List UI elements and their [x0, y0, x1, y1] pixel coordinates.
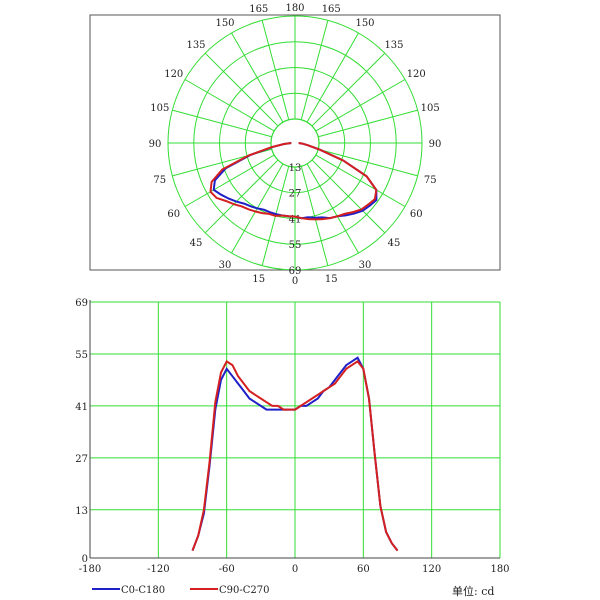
polar-spoke — [204, 159, 279, 234]
polar-angle-label-left: 30 — [219, 260, 232, 271]
polar-grid — [167, 15, 423, 270]
polar-radial-tick-label: 55 — [289, 240, 302, 251]
polar-angle-label-right: 60 — [410, 209, 423, 220]
polar-angle-label-left: 135 — [186, 40, 205, 51]
polar-spoke — [184, 154, 275, 207]
polar-radial-tick-label: 69 — [289, 266, 302, 277]
polar-spoke — [318, 109, 418, 138]
polar-spoke — [172, 109, 272, 138]
polar-spoke — [315, 154, 406, 207]
polar-spoke — [311, 159, 386, 234]
polar-angle-label-right: 15 — [325, 274, 338, 285]
x-tick-label: 180 — [490, 564, 509, 575]
polar-angle-label-top: 180 — [285, 3, 304, 14]
polar-spoke — [231, 32, 284, 123]
polar-spoke — [184, 79, 275, 132]
polar-angle-label-right: 75 — [424, 175, 437, 186]
polar-spoke — [318, 148, 418, 177]
polar-spoke — [306, 163, 359, 254]
line-series-c90-c270 — [191, 359, 399, 552]
x-tick-label: 120 — [422, 564, 441, 575]
x-tick-label: 0 — [292, 564, 298, 575]
polar-spoke — [311, 52, 386, 127]
polar-spoke — [300, 20, 329, 120]
polar-angle-label-left: 120 — [164, 69, 183, 80]
y-tick-label: 55 — [75, 350, 88, 361]
line-labels: -180 -120 -60 0 60 120 180 0 13 27 41 55 69 — [75, 298, 509, 575]
polar-angle-label-right: 135 — [384, 40, 403, 51]
polar-series-c90-c270 — [209, 142, 378, 221]
polar-angle-label-left: 165 — [249, 4, 268, 15]
legend-label-c0-c180: C0-C180 — [121, 585, 165, 596]
polar-angle-label-left: 15 — [252, 274, 265, 285]
polar-spoke — [261, 20, 290, 120]
polar-radial-tick-label: 27 — [289, 189, 302, 200]
polar-spoke — [306, 32, 359, 123]
line-grid — [89, 300, 501, 559]
polar-angle-label-left: 60 — [167, 209, 180, 220]
x-tick-label: -180 — [79, 564, 101, 575]
polar-angle-label-right: 165 — [322, 4, 341, 15]
polar-angle-label-right: 90 — [429, 139, 442, 150]
polar-angle-label-right: 45 — [388, 238, 401, 249]
y-tick-label: 69 — [75, 298, 88, 309]
unit-label: 单位: cd — [452, 584, 494, 598]
y-tick-label: 13 — [75, 506, 88, 517]
y-tick-label: 27 — [75, 454, 88, 465]
polar-angle-label-right: 30 — [359, 260, 372, 271]
polar-angle-label-left: 150 — [215, 18, 234, 29]
legend: C0-C180 C90-C270 — [92, 585, 270, 596]
legend-label-c90-c270: C90-C270 — [219, 585, 270, 596]
polar-angle-label-left: 45 — [190, 238, 203, 249]
polar-angle-label-right: 105 — [421, 103, 440, 114]
cartesian-intensity-chart: -180 -120 -60 0 60 120 180 0 13 27 41 55 69 — [75, 298, 509, 575]
x-tick-label: -120 — [147, 564, 169, 575]
polar-radial-tick-label: 41 — [289, 214, 302, 225]
polar-spoke — [204, 52, 279, 127]
polar-radial-tick-label: 13 — [289, 163, 302, 174]
x-tick-label: -60 — [219, 564, 235, 575]
polar-series — [209, 142, 378, 221]
y-tick-label: 41 — [75, 402, 88, 413]
polar-angle-label-right: 120 — [407, 69, 426, 80]
polar-spoke — [300, 166, 329, 266]
line-series — [191, 356, 399, 552]
polar-angle-label-bottom: 0 — [292, 276, 298, 287]
y-tick-label: 0 — [82, 554, 88, 565]
polar-angle-label-left: 105 — [150, 103, 169, 114]
x-tick-label: 60 — [357, 564, 370, 575]
polar-angle-label-left: 90 — [149, 139, 162, 150]
polar-angle-label-left: 75 — [153, 175, 166, 186]
polar-spoke — [315, 79, 406, 132]
polar-angle-label-right: 150 — [355, 18, 374, 29]
